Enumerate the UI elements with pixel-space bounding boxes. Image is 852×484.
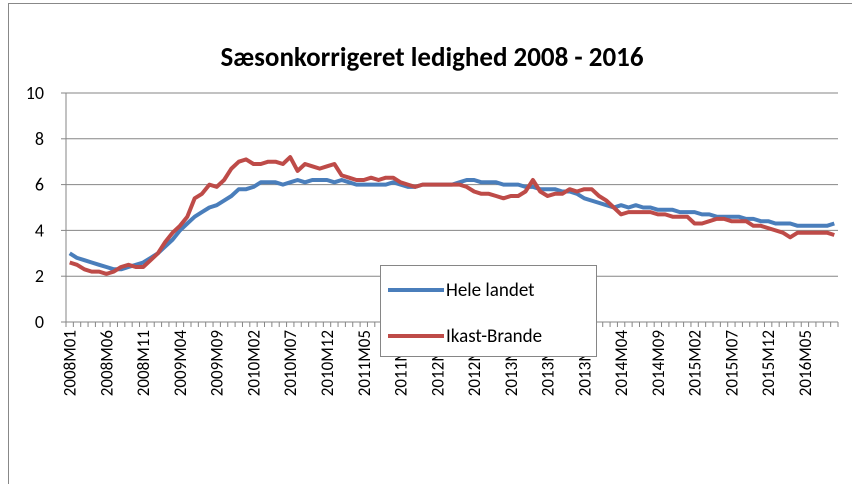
y-tick-label: 8	[35, 128, 44, 150]
x-tick-label: 2015M02	[685, 330, 706, 396]
x-tick-label: 2011M05	[354, 330, 375, 396]
chart-frame	[8, 3, 852, 484]
chart-title: Sæsonkorrigeret ledighed 2008 - 2016	[220, 41, 643, 74]
legend-label: Ikast-Brande	[446, 325, 542, 348]
y-tick-label: 0	[35, 311, 44, 333]
x-tick-label: 2010M07	[280, 330, 301, 397]
x-tick-label: 2015M12	[758, 330, 779, 396]
x-tick-label: 2014M04	[611, 330, 632, 397]
x-tick-label: 2008M06	[96, 330, 117, 397]
x-tick-label: 2015M07	[721, 330, 742, 397]
x-tick-label: 2010M02	[243, 330, 264, 396]
series-line	[69, 155, 835, 276]
x-tick-label: 2010M12	[317, 330, 338, 396]
y-tick-label: 6	[35, 174, 44, 196]
legend-label: Hele landet	[446, 279, 535, 302]
y-tick-label: 4	[35, 219, 44, 241]
y-tick-label: 10	[26, 82, 44, 104]
legend: Hele landet Ikast-Brande	[380, 265, 597, 357]
legend-box	[380, 265, 597, 357]
x-tick-label: 2016M05	[795, 330, 816, 396]
x-tick-label: 2009M09	[207, 330, 228, 397]
x-tick-label: 2014M09	[648, 330, 669, 397]
y-tick-label: 2	[35, 265, 44, 287]
x-tick-label: 2009M04	[170, 330, 191, 397]
x-tick-label: 2008M11	[133, 330, 154, 396]
x-tick-label: 2008M01	[60, 330, 81, 396]
